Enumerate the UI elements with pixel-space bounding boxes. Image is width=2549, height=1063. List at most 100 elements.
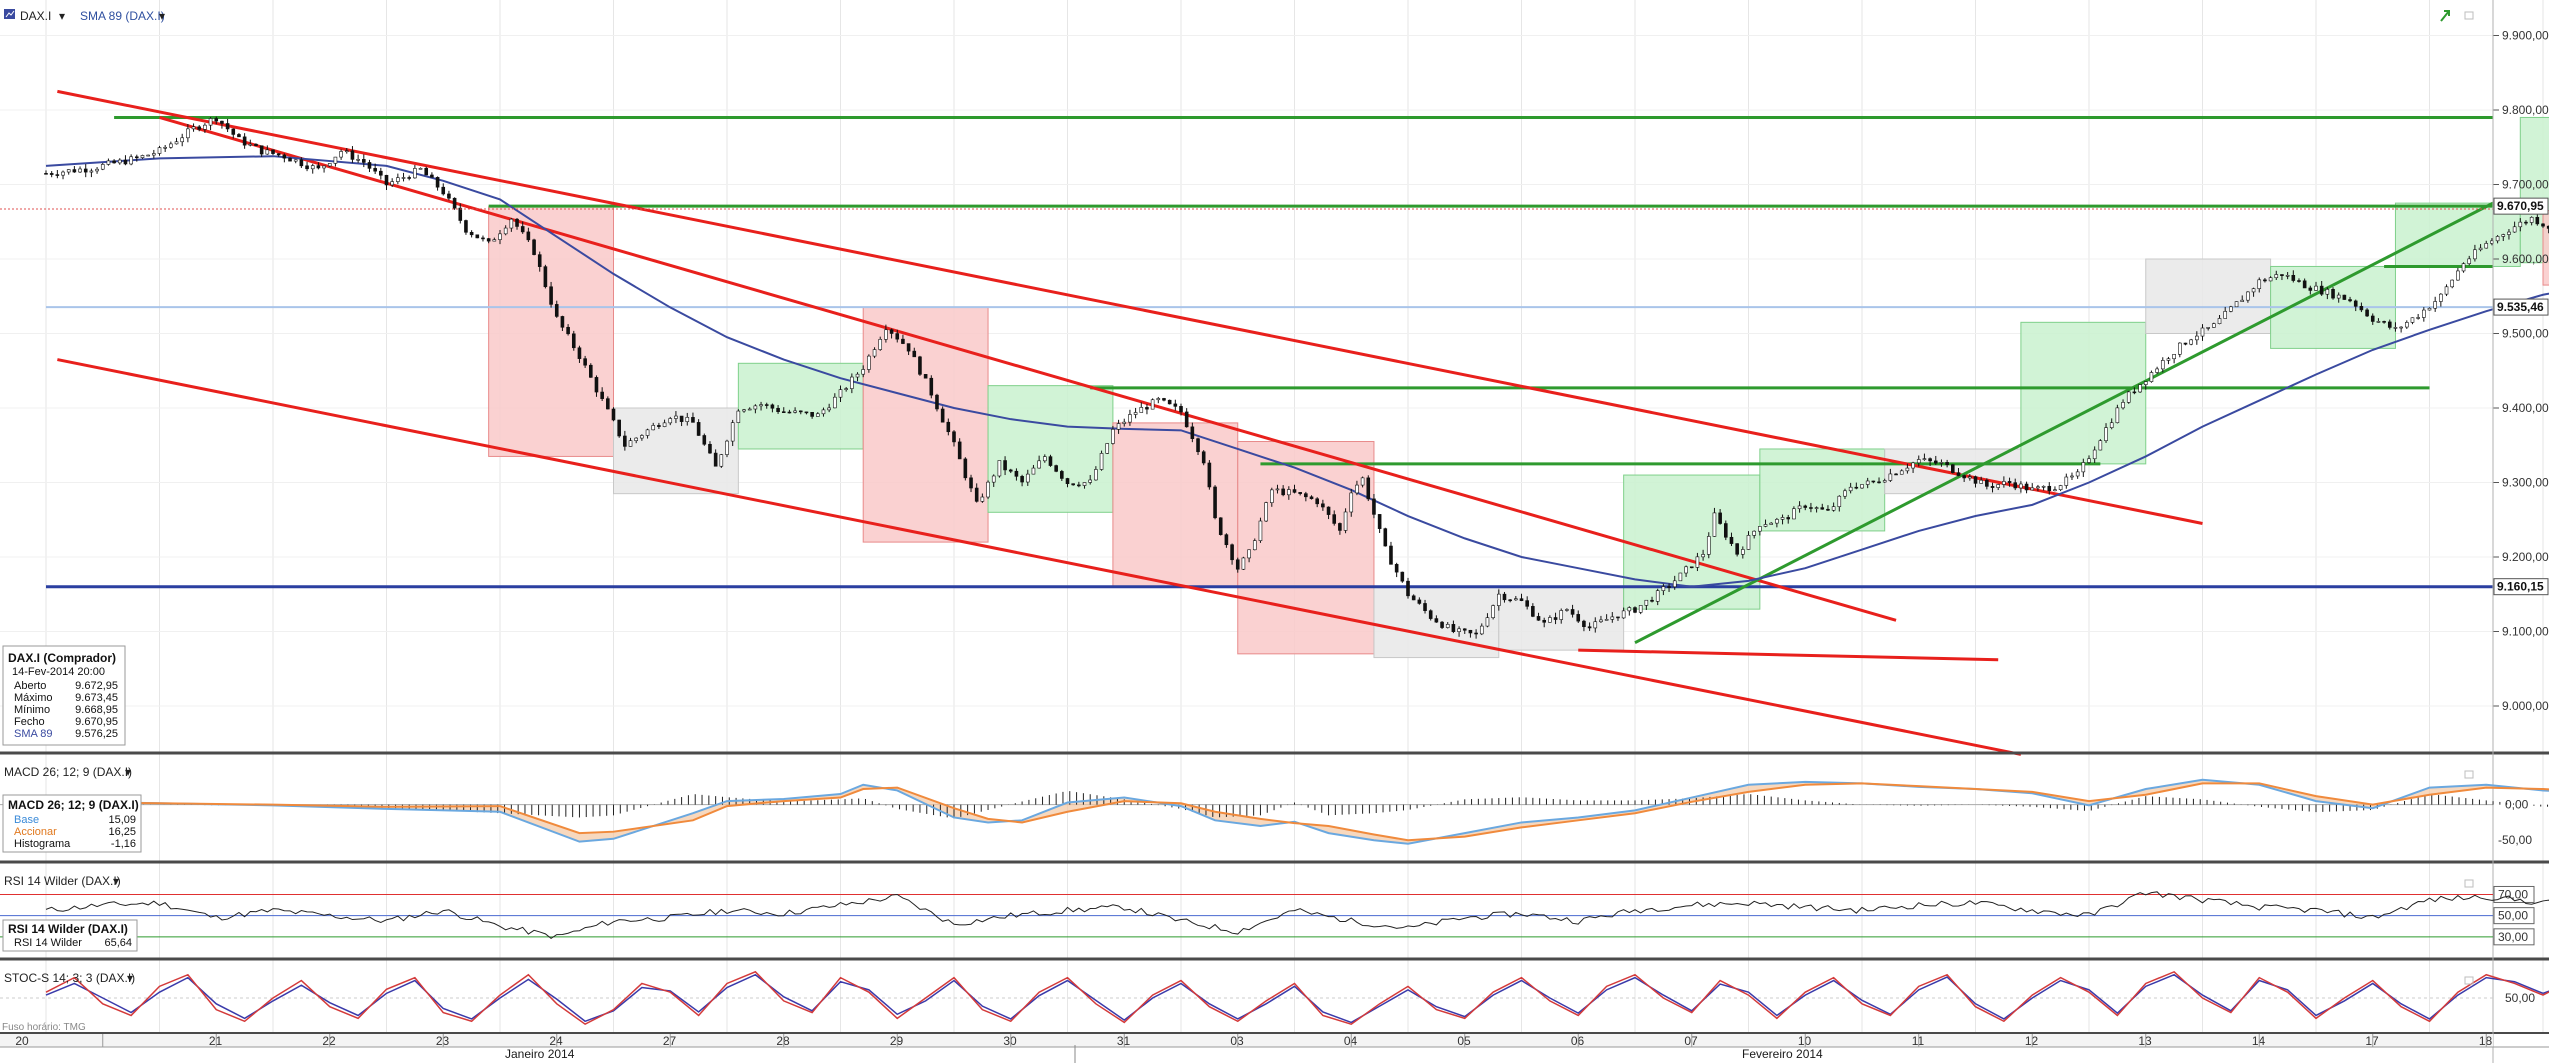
candle-body (390, 181, 394, 186)
candle-body (1548, 617, 1552, 623)
candle-body (486, 238, 491, 242)
candle-body (152, 153, 156, 156)
candle-body (2240, 299, 2245, 302)
candle-body (1667, 586, 1671, 588)
candle-body (1531, 606, 1535, 617)
candle-body (1644, 599, 1649, 606)
stoc-tick-label: 50,00 (2505, 991, 2535, 1005)
candle-body (1820, 507, 1825, 510)
candle-body (458, 207, 463, 221)
rsi-tick-label: 70,00 (2498, 887, 2528, 901)
candle-body (1916, 459, 1921, 464)
trend-line-red[interactable] (1578, 648, 1999, 662)
trend-line-red[interactable] (57, 89, 2203, 525)
trend-lines[interactable] (57, 89, 2494, 756)
stoc-panel-title[interactable]: STOC-S 14; 3; 3 (DAX.I) (4, 971, 135, 985)
candle-body (781, 411, 786, 413)
time-tick-label: 07 (1684, 1034, 1698, 1048)
candle-body (696, 422, 701, 436)
time-tick-label: 13 (2138, 1034, 2152, 1048)
symbol-label[interactable]: DAX.I (20, 9, 51, 23)
candle-body (702, 435, 707, 445)
candle-body (600, 391, 604, 399)
candle-body (1928, 458, 1932, 462)
candle-body (214, 118, 219, 122)
overlay-dropdown-icon[interactable]: ▾ (159, 9, 165, 23)
candle-body (1275, 488, 1280, 491)
candle-body (1156, 398, 1161, 401)
candle-body (1973, 476, 1978, 484)
trend-line-green[interactable] (1634, 201, 2494, 645)
overlay-label[interactable]: SMA 89 (DAX.I) (80, 9, 165, 23)
candle-body (1763, 524, 1768, 527)
candle-body (356, 159, 360, 161)
candle-body (1803, 505, 1808, 508)
candle-body (2257, 279, 2262, 289)
candle-body (55, 174, 60, 176)
candle-body (2393, 327, 2398, 329)
candle-body (952, 431, 956, 443)
candle-body (2484, 243, 2489, 249)
candle-body (1071, 483, 1075, 486)
candle-body (2416, 317, 2420, 319)
candle-body (1196, 438, 1200, 453)
candle-body (1860, 484, 1864, 489)
time-tick-label: 18 (2479, 1034, 2493, 1048)
stoc-panel[interactable]: 50,00 (0, 970, 2549, 1026)
candle-body (2376, 321, 2381, 323)
time-tick-label: 20 (15, 1034, 29, 1048)
candle-body (2036, 486, 2040, 489)
candle-body (299, 159, 304, 167)
candle-body (100, 164, 105, 170)
candle-body (1116, 423, 1121, 430)
candle-body (208, 118, 213, 126)
info-box-frame (2, 645, 126, 746)
macd-dropdown-icon[interactable]: ▾ (125, 765, 131, 779)
candle-body (918, 356, 922, 375)
trend-line-red[interactable] (57, 358, 2022, 756)
trend-tool-icon[interactable] (2440, 10, 2450, 22)
candle-body (935, 394, 939, 410)
candle-body (1133, 412, 1138, 415)
macd-options-icon[interactable] (2464, 770, 2474, 779)
candle-body (1576, 614, 1581, 622)
chart-header: DAX.I ▾ SMA 89 (DAX.I) ▾ (4, 9, 2474, 23)
candle-body (78, 168, 82, 173)
info-value-low: 9.668,95 (75, 704, 118, 716)
time-tick-label: 30 (1003, 1034, 1017, 1048)
candle-body (912, 350, 917, 358)
candle-body (1939, 462, 1944, 464)
candle-body (1831, 506, 1836, 511)
time-tick-label: 31 (1117, 1034, 1131, 1048)
macd-panel-title[interactable]: MACD 26; 12; 9 (DAX.I) (4, 765, 132, 779)
stoc-options-icon[interactable] (2464, 976, 2474, 985)
candle-body (1139, 407, 1144, 413)
candle-body (1094, 469, 1098, 481)
rsi-panel-title[interactable]: RSI 14 Wilder (DAX.I) (4, 874, 121, 888)
candle-body (2251, 288, 2256, 293)
rsi-options-icon[interactable] (2464, 879, 2474, 888)
candle-body (770, 404, 775, 409)
candle-body (1287, 489, 1291, 496)
candle-body (969, 477, 973, 489)
candle-body (2081, 462, 2086, 473)
panel-options-icon[interactable] (2464, 11, 2474, 20)
candle-body (61, 171, 65, 176)
info-value-sma: 9.576,25 (75, 728, 118, 740)
horizontal-lines[interactable] (46, 115, 2493, 589)
candle-body (554, 304, 559, 317)
candle-body (1979, 479, 1983, 484)
trend-line-red[interactable] (159, 116, 1897, 622)
candle-body (2541, 223, 2545, 227)
stoc-dropdown-icon[interactable]: ▾ (127, 971, 133, 985)
candle-body (1230, 544, 1234, 561)
symbol-dropdown-icon[interactable]: ▾ (59, 9, 65, 23)
rsi-panel[interactable]: 70,00 50,00 30,00 (0, 885, 2549, 946)
candle-body (2092, 449, 2097, 460)
candle-body (543, 266, 548, 288)
rsi-dropdown-icon[interactable]: ▾ (113, 874, 119, 888)
candle-body (1020, 476, 1024, 483)
candle-body (464, 220, 468, 233)
candle-body (1775, 519, 1779, 524)
